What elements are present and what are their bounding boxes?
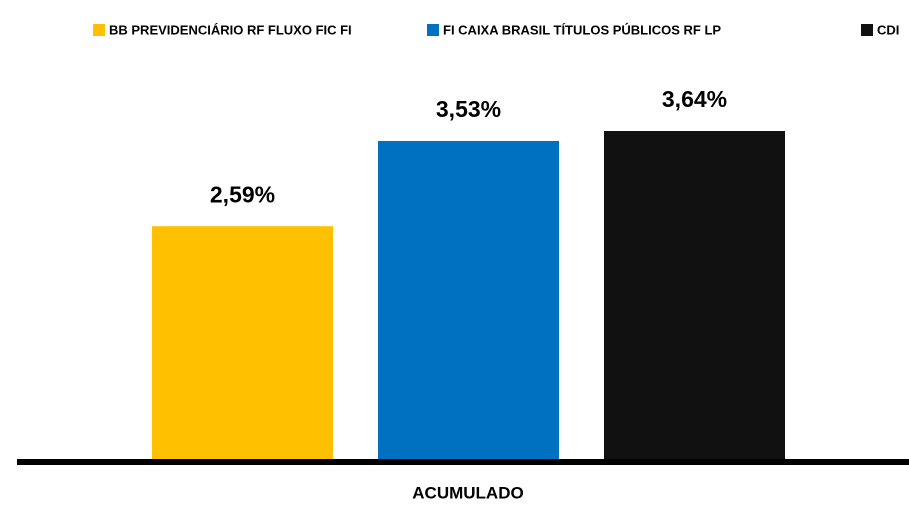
value-label: 3,53% (436, 96, 501, 122)
value-label: 3,64% (662, 86, 727, 112)
value-label: 2,59% (210, 181, 275, 207)
legend-swatch (861, 24, 873, 36)
bar (378, 140, 559, 461)
legend-swatch (427, 24, 439, 36)
legend-label: BB PREVIDENCIÁRIO RF FLUXO FIC FI (109, 22, 352, 37)
x-tick-label: ACUMULADO (412, 483, 523, 502)
legend-swatch (93, 24, 105, 36)
legend-label: CDI (877, 22, 899, 37)
bar (152, 226, 333, 461)
bar (604, 131, 785, 461)
legend-label: FI CAIXA BRASIL TÍTULOS PÚBLICOS RF LP (443, 22, 721, 37)
